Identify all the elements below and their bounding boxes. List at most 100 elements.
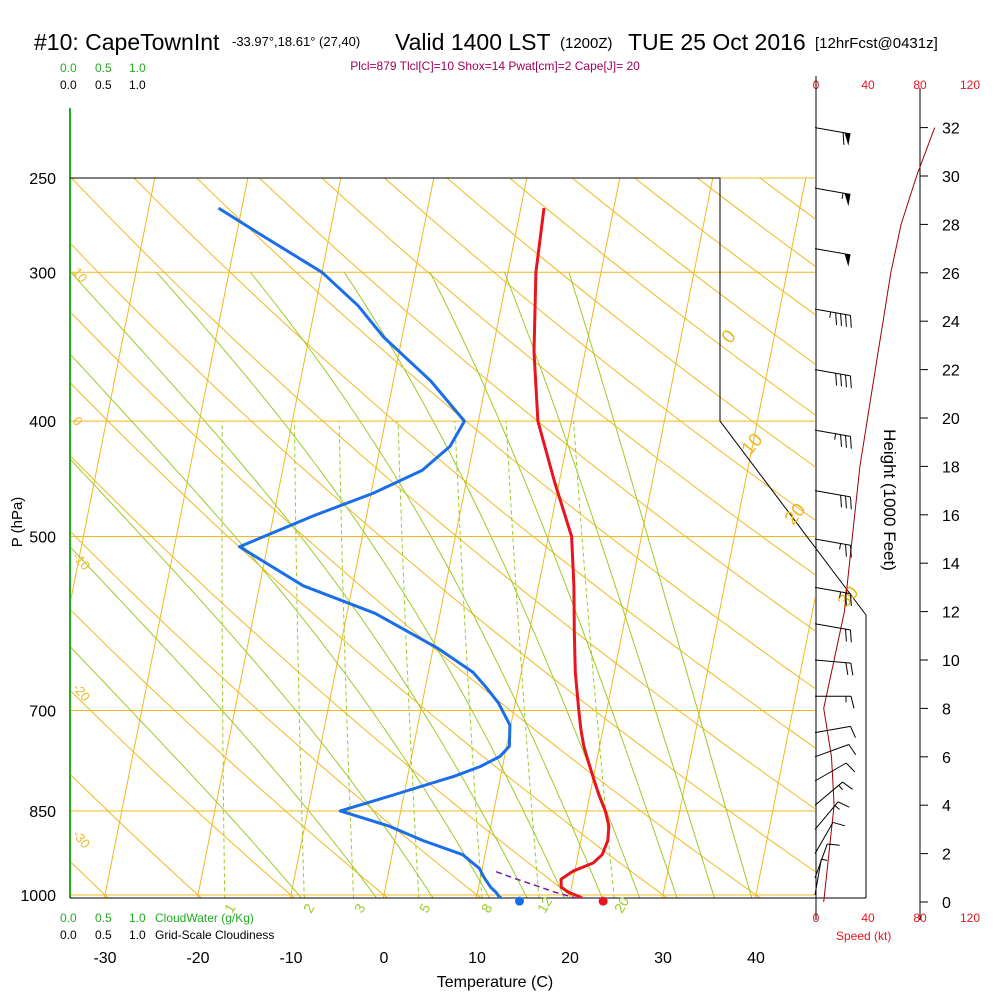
height-tick-label: 28	[942, 217, 960, 234]
wind-barb-flag	[841, 435, 842, 447]
isotherm-label: -10	[70, 549, 94, 573]
wind-barb-flag	[838, 802, 849, 807]
pressure-tick-label: 850	[29, 804, 56, 821]
pressure-tick-label: 300	[29, 265, 56, 282]
top-cloudwater-tick-0: 0.0	[60, 61, 77, 75]
wind-barb	[815, 491, 851, 510]
wind-barb-staff	[815, 844, 827, 878]
wind-barb	[815, 128, 850, 146]
wind-barb-flag	[846, 763, 855, 772]
wind-barb	[815, 249, 850, 267]
cloudwater-label: CloudWater (g/Kg)	[155, 911, 254, 925]
isotherm-label: 10	[70, 265, 91, 286]
top-cloudwater-tick-1: 0.5	[95, 61, 112, 75]
wind-barb-staff	[815, 309, 850, 315]
dry-adiabat-label: 10	[738, 430, 768, 460]
pressure-tick-label: 400	[29, 414, 56, 431]
wind-barb-flag	[843, 133, 844, 145]
top-cloudiness-tick-0: 0.0	[60, 78, 77, 92]
wind-barb-flag	[841, 495, 842, 507]
cloudiness-label: Grid-Scale Cloudiness	[155, 928, 274, 942]
height-tick-label: 18	[942, 459, 960, 476]
wind-barb-half-flag	[839, 785, 843, 790]
top-cloudiness-tick-1: 0.5	[95, 78, 112, 92]
wind-barb-flag	[850, 315, 851, 327]
station-title: #10: CapeTownInt	[34, 29, 220, 55]
mixing-ratio-line	[339, 421, 354, 905]
top-cloudwater-scale: 0.0 0.5 1.0	[60, 61, 146, 75]
temperature-tick-label: 10	[468, 950, 486, 967]
dry-adiabat-line	[885, 178, 1000, 905]
wind-barb-flag	[841, 374, 842, 386]
dry-adiabat-line	[134, 178, 1000, 905]
valid-time: Valid 1400 LST	[395, 29, 551, 55]
wind-barb-flag	[836, 373, 837, 385]
wind-barb	[815, 188, 850, 206]
bottom-cloudiness-tick-0: 0.0	[60, 928, 77, 942]
temperature-tick-label: -30	[93, 950, 116, 967]
pressure-tick-label: 250	[29, 171, 56, 188]
wind-barb-flag	[836, 313, 837, 325]
wind-barb-flag	[827, 844, 839, 845]
temperature-tick-label: -20	[186, 950, 209, 967]
dry-adiabat-line	[823, 178, 1000, 905]
height-tick-label: 30	[942, 169, 960, 186]
wind-barb-flag	[850, 630, 851, 642]
wind-barb-staff	[815, 539, 850, 545]
wind-barb-half-flag	[835, 806, 840, 810]
bottom-cloudwater-scale: 0.0 0.5 1.0 CloudWater (g/Kg)	[60, 911, 254, 925]
wind-barb	[815, 430, 851, 449]
utc-time: (1200Z)	[560, 35, 613, 52]
wind-layer	[815, 128, 935, 902]
speed-bottom-tick-3: 120	[960, 911, 980, 925]
wind-barb-flag	[846, 663, 848, 675]
wind-barb-flag	[846, 629, 847, 641]
height-tick-label: 20	[942, 411, 960, 428]
wind-barb-flag	[843, 782, 853, 789]
surface-temperature-marker	[599, 897, 608, 906]
wind-barb-flag	[849, 744, 856, 754]
wind-barb-half-flag	[840, 544, 841, 550]
wind-barb-staff	[815, 370, 850, 376]
station-coords: -33.97°,18.61° (27,40)	[232, 34, 360, 49]
wind-barb	[815, 370, 851, 389]
bottom-cloudwater-tick-0: 0.0	[60, 911, 77, 925]
dry-adiabat-line	[948, 178, 1000, 905]
wind-barb-flag	[846, 496, 847, 508]
wind-barb-pennant	[845, 193, 851, 206]
wind-barb-flag	[850, 726, 855, 737]
wind-barb-staff	[815, 491, 850, 497]
wind-barb-pennant	[845, 133, 851, 146]
dry-adiabat-label: 0	[718, 326, 741, 348]
moist-adiabat-line	[569, 272, 754, 905]
speed-label: Speed (kt)	[836, 929, 891, 943]
dry-adiabat-line	[697, 178, 1000, 905]
moist-adiabat-line	[430, 272, 680, 905]
wind-barb-flag	[850, 376, 851, 388]
wind-barb-flag	[850, 436, 851, 448]
speed-bottom-tick-1: 40	[861, 911, 875, 925]
dry-adiabat-line	[72, 178, 958, 905]
height-tick-label: 16	[942, 508, 960, 525]
height-tick-label: 6	[942, 750, 951, 767]
wind-barb-staff	[815, 660, 851, 663]
wind-barb-staff	[815, 763, 846, 781]
top-cloudiness-scale: 0.0 0.5 1.0	[60, 78, 146, 92]
dry-adiabat-line	[0, 178, 583, 905]
wind-barb-staff	[815, 744, 849, 756]
mixing-ratio-label: 2	[300, 901, 318, 916]
height-tick-label: 8	[942, 701, 951, 718]
pressure-tick-label: 1000	[20, 888, 56, 905]
top-cloudwater-tick-2: 1.0	[129, 61, 146, 75]
x-axis-label: Temperature (C)	[437, 974, 553, 991]
bottom-cloudwater-tick-1: 0.5	[95, 911, 112, 925]
height-tick-label: 14	[942, 556, 960, 573]
y-axis-label: P (hPa)	[9, 497, 26, 548]
wind-barb-staff	[815, 188, 850, 194]
height-tick-label: 26	[942, 266, 960, 283]
mixing-ratio-label: 12	[534, 894, 556, 916]
wind-barb	[815, 763, 855, 781]
